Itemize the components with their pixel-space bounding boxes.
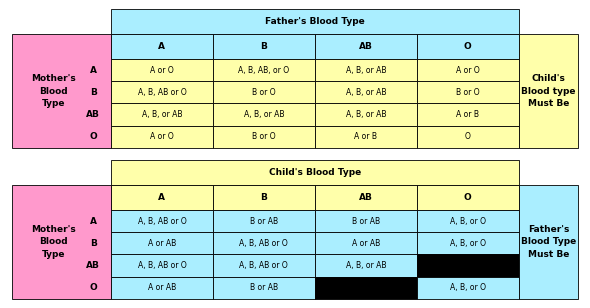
Text: O: O <box>464 193 471 202</box>
Text: B: B <box>260 42 267 51</box>
Text: A, B, AB or O: A, B, AB or O <box>137 217 186 226</box>
Bar <box>111 210 213 232</box>
Text: O: O <box>464 42 471 51</box>
Text: A or O: A or O <box>456 66 480 75</box>
Text: A, B, AB or O: A, B, AB or O <box>240 239 289 248</box>
Text: A: A <box>158 42 165 51</box>
Bar <box>417 59 519 81</box>
Text: A, B, or AB: A, B, or AB <box>142 110 182 119</box>
Text: Father's Blood Type: Father's Blood Type <box>265 17 365 26</box>
Text: B or AB: B or AB <box>250 217 278 226</box>
Text: A or O: A or O <box>150 66 174 75</box>
Bar <box>417 232 519 254</box>
Bar <box>417 126 519 148</box>
Bar <box>111 59 213 81</box>
Bar <box>417 34 519 59</box>
Bar <box>111 254 213 277</box>
Bar <box>213 59 315 81</box>
Text: A, B, or O: A, B, or O <box>450 217 486 226</box>
Text: A or B: A or B <box>456 110 479 119</box>
Text: A: A <box>90 217 97 226</box>
Text: B or O: B or O <box>252 132 276 141</box>
Bar <box>213 277 315 299</box>
Bar <box>417 277 519 299</box>
Text: A, B, or O: A, B, or O <box>450 283 486 292</box>
Text: O: O <box>465 132 471 141</box>
Bar <box>12 34 111 148</box>
Text: O: O <box>89 283 97 292</box>
Text: A or AB: A or AB <box>148 283 176 292</box>
Bar <box>417 103 519 126</box>
Bar <box>315 185 417 210</box>
Text: A, B, or AB: A, B, or AB <box>346 88 386 97</box>
Text: Child's
Blood type
Must Be: Child's Blood type Must Be <box>521 74 576 108</box>
Text: O: O <box>89 132 97 141</box>
Text: Mother's
Blood
Type: Mother's Blood Type <box>31 225 76 259</box>
Bar <box>213 34 315 59</box>
Text: A, B, AB or O: A, B, AB or O <box>137 261 186 270</box>
Bar <box>519 34 578 148</box>
Text: B or AB: B or AB <box>352 217 380 226</box>
Text: A or O: A or O <box>150 132 174 141</box>
Bar <box>213 185 315 210</box>
Bar <box>213 254 315 277</box>
Text: B or AB: B or AB <box>250 283 278 292</box>
Bar <box>213 126 315 148</box>
Text: A, B, AB or O: A, B, AB or O <box>240 261 289 270</box>
Text: AB: AB <box>86 110 100 119</box>
Text: A, B, or AB: A, B, or AB <box>346 66 386 75</box>
Bar <box>111 34 213 59</box>
Text: A, B, or AB: A, B, or AB <box>346 110 386 119</box>
Text: AB: AB <box>86 261 100 270</box>
Bar <box>315 210 417 232</box>
Bar <box>315 81 417 103</box>
Text: AB: AB <box>359 42 373 51</box>
Bar <box>417 210 519 232</box>
Bar <box>315 232 417 254</box>
Text: A or B: A or B <box>355 132 377 141</box>
Bar <box>417 81 519 103</box>
Bar <box>111 81 213 103</box>
Text: Child's Blood Type: Child's Blood Type <box>268 168 361 177</box>
Bar <box>315 103 417 126</box>
Bar <box>417 254 519 277</box>
Text: B or O: B or O <box>252 88 276 97</box>
Text: A, B, AB or O: A, B, AB or O <box>137 88 186 97</box>
Bar <box>315 254 417 277</box>
Bar <box>213 81 315 103</box>
Bar <box>111 185 213 210</box>
Bar <box>315 59 417 81</box>
Text: B: B <box>260 193 267 202</box>
Text: B: B <box>90 239 97 248</box>
Text: A: A <box>158 193 165 202</box>
Bar <box>111 160 519 185</box>
Bar <box>213 103 315 126</box>
Bar <box>315 34 417 59</box>
Text: Father's
Blood Type
Must Be: Father's Blood Type Must Be <box>521 225 576 259</box>
Bar <box>519 185 578 299</box>
Text: A, B, AB, or O: A, B, AB, or O <box>238 66 290 75</box>
Bar <box>213 210 315 232</box>
Text: AB: AB <box>359 193 373 202</box>
Text: A: A <box>90 66 97 75</box>
Bar <box>111 126 213 148</box>
Text: Mother's
Blood
Type: Mother's Blood Type <box>31 74 76 108</box>
Text: A, B, or AB: A, B, or AB <box>244 110 284 119</box>
Text: A, B, or O: A, B, or O <box>450 239 486 248</box>
Bar <box>213 232 315 254</box>
Bar <box>111 232 213 254</box>
Text: B: B <box>90 88 97 97</box>
Text: A, B, or AB: A, B, or AB <box>346 261 386 270</box>
Text: A or AB: A or AB <box>352 239 380 248</box>
Text: A or AB: A or AB <box>148 239 176 248</box>
Bar <box>111 277 213 299</box>
Bar <box>12 185 111 299</box>
Bar <box>111 103 213 126</box>
Bar <box>417 185 519 210</box>
Bar <box>315 277 417 299</box>
Bar <box>111 9 519 34</box>
Text: B or O: B or O <box>456 88 480 97</box>
Bar <box>315 126 417 148</box>
